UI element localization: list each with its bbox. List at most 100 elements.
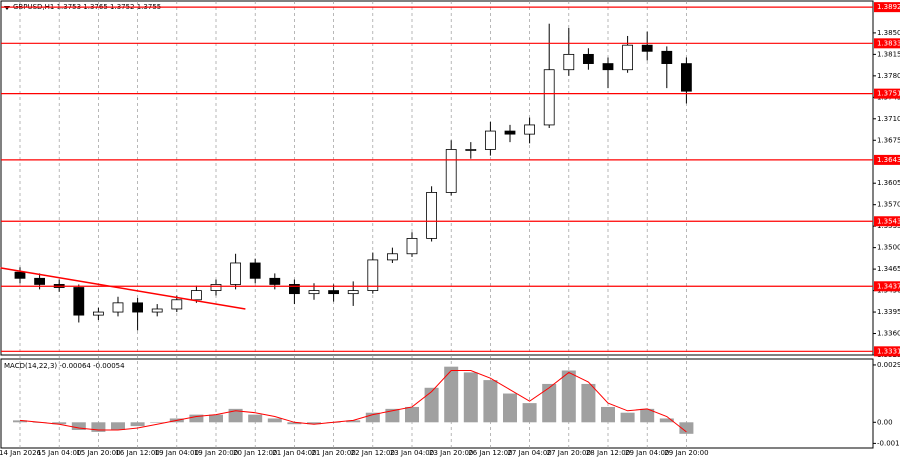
macd-bar [71,422,86,430]
y-tick-label: -0.0011 [877,439,900,447]
level-label: 1.3833 [877,39,900,47]
candle-body [230,262,242,285]
level-label-box [874,154,900,165]
candle-body [308,290,320,295]
macd-bar [620,412,635,423]
y-tick-label: 1.3360 [877,330,900,338]
x-tick-label: 19 Jan 20:00 [194,449,238,457]
level-label-box [874,216,900,227]
main-panel [0,0,874,356]
macd-signal [19,370,687,433]
macd-bar [522,403,537,423]
macd-bar [542,383,557,423]
x-tick-label: 23 Jan 20:00 [429,449,473,457]
macd-bar [52,422,67,425]
macd-bar [228,408,243,423]
candle-body [465,149,477,151]
candle-body [583,53,594,64]
candle-body [14,271,26,279]
candle-body [622,44,633,71]
macd-bar [130,422,145,427]
level-label: 1.3331 [877,347,900,355]
macd-bar [483,380,498,423]
candle-body [112,302,124,313]
candle-body [681,63,692,92]
macd-bar [13,420,27,423]
x-tick-label: 26 Jan 12:00 [468,449,512,457]
x-tick-label: 21 Jan 04:00 [272,449,316,457]
macd-bar [601,406,615,423]
y-tick-label: 1.3605 [877,179,900,187]
level-label: 1.3643 [877,156,900,164]
x-tick-label: 15 Jan 20:00 [76,449,120,457]
y-tick-label: 0.00299 [877,361,900,369]
y-tick-label: 1.3465 [877,265,900,273]
y-tick-label: 1.3815 [877,50,900,58]
candle-body [661,50,673,64]
macd-bar [424,387,439,423]
x-tick-label: 27 Jan 20:00 [547,449,591,457]
x-tick-label: 14 Jan 2026 [0,449,42,457]
candle-body [367,259,379,291]
candle-body [602,63,614,71]
x-tick-label: 19 Jan 04:00 [155,449,199,457]
candle-body [269,277,281,285]
macd-bar [365,412,380,423]
level-label: 1.3437 [877,282,900,290]
x-tick-label: 27 Jan 04:00 [507,449,551,457]
level-label-box [874,38,900,49]
macd-bar [679,422,694,434]
macd-bar [248,414,263,423]
level-label: 1.3892 [877,3,900,11]
y-tick-label: 1.3570 [877,201,900,209]
candle-body [93,311,104,316]
trend-line [0,267,246,310]
y-tick-label: 1.3850 [877,29,900,37]
candle-body [151,308,163,313]
macd-title: MACD(14,22,3) -0.00064 -0.00054 [4,362,125,370]
candle-body [132,302,144,313]
level-label: 1.3751 [877,90,900,98]
macd-panel [0,358,874,449]
candle-body [484,130,496,150]
y-tick-label: 1.3780 [877,72,900,80]
candle-body [524,124,535,135]
level-label-box [874,346,900,357]
level-label: 1.3543 [877,217,900,225]
candle-body [406,238,418,255]
x-tick-label: 22 Jan 12:00 [351,449,395,457]
macd-bar [267,418,282,423]
macd-bar [581,383,596,423]
y-tick-label: 1.3395 [877,308,900,316]
y-tick-label: 1.3710 [877,115,900,123]
candle-body [249,262,261,279]
x-tick-label: 16 Jan 12:00 [115,449,159,457]
macd-bar [346,420,361,423]
x-tick-label: 21 Jan 20:00 [311,449,355,457]
macd-bar [189,414,204,423]
x-tick-label: 20 Jan 12:00 [233,449,277,457]
macd-bar [561,370,576,423]
y-tick-label: 1.3675 [877,136,900,144]
macd-bar [503,393,517,423]
level-label-box [874,281,900,292]
candle-body [171,299,183,310]
candle-body [34,277,45,285]
macd-bar [287,422,302,425]
macd-bar [209,414,223,423]
candle-body [504,130,516,135]
x-tick-label: 15 Jan 04:00 [37,449,81,457]
candle-body [543,69,555,126]
candle-body [563,53,575,71]
x-tick-label: 23 Jan 04:00 [390,449,434,457]
macd-bar [463,372,478,423]
macd-bar [307,422,321,425]
candle-body [288,284,300,295]
level-label-box [874,2,900,13]
candle-body [328,290,340,295]
macd-bar [111,422,125,430]
candle-body [445,149,457,193]
macd-bar [659,418,674,423]
macd-bar [385,408,400,423]
y-tick-label: 0.00 [877,418,893,426]
